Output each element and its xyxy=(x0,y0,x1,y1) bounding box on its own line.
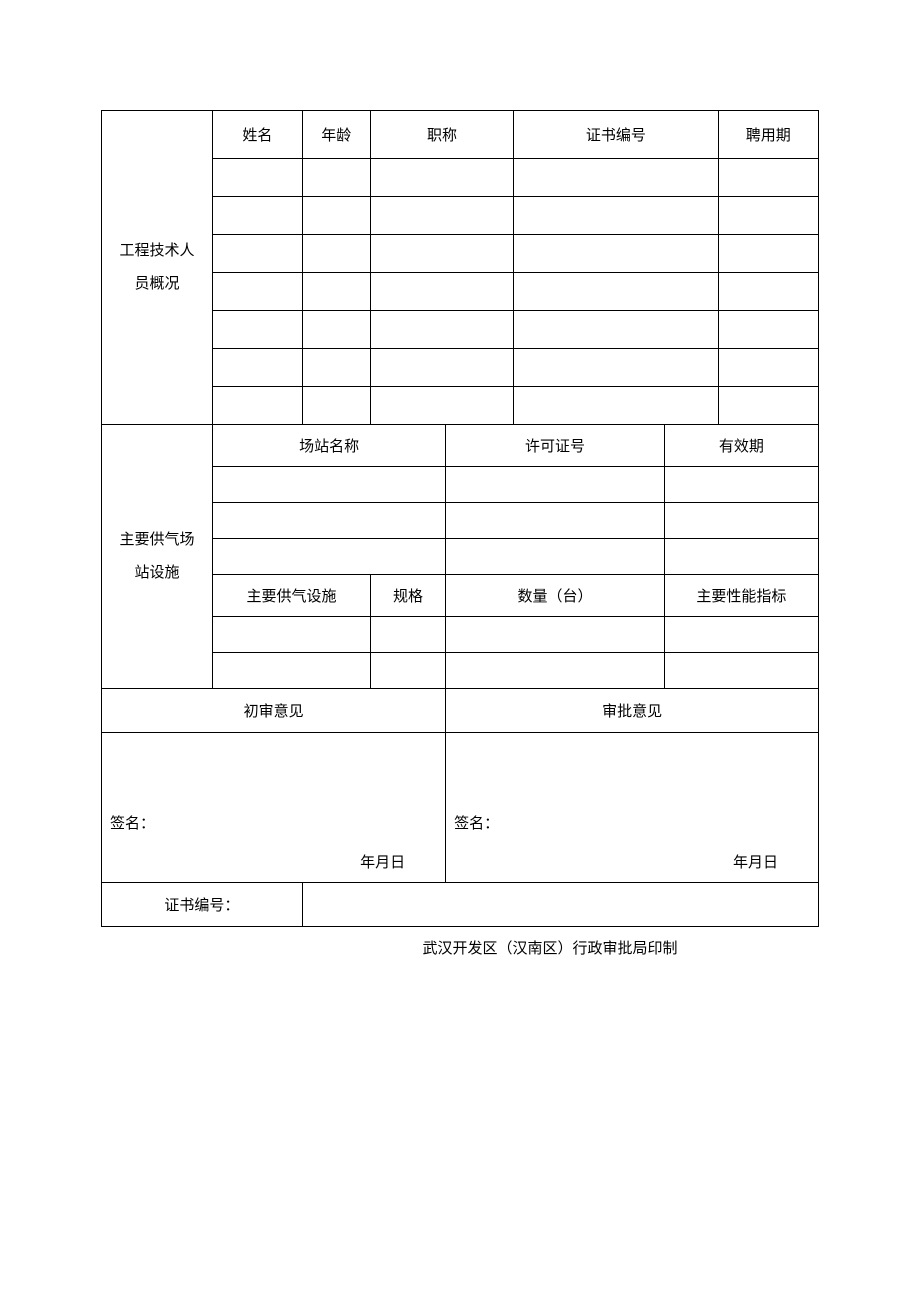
cell[interactable] xyxy=(213,387,303,425)
col-cert: 证书编号 xyxy=(514,111,718,159)
signature-date: 年月日 xyxy=(446,851,818,872)
footer-text: 武汉开发区（汉南区）行政审批局印制 xyxy=(101,937,819,958)
col-validity: 有效期 xyxy=(664,425,818,467)
cell[interactable] xyxy=(302,197,370,235)
cell[interactable] xyxy=(370,235,513,273)
opinion-header-row: 初审意见 审批意见 xyxy=(102,689,819,733)
cell[interactable] xyxy=(213,617,371,653)
cell[interactable] xyxy=(213,349,303,387)
certificate-row: 证书编号： xyxy=(102,883,819,927)
initial-review-signature[interactable]: 签名： 年月日 xyxy=(102,733,446,883)
cell[interactable] xyxy=(514,197,718,235)
col-station-name: 场站名称 xyxy=(213,425,446,467)
section2-label: 主要供气场站设施 xyxy=(102,425,213,689)
col-license: 许可证号 xyxy=(446,425,665,467)
signature-label: 签名： xyxy=(446,812,818,833)
cell[interactable] xyxy=(213,653,371,689)
cell[interactable] xyxy=(718,387,818,425)
form-table: 工程技术人员概况 姓名 年龄 职称 证书编号 聘用期 xyxy=(101,110,819,927)
cell[interactable] xyxy=(664,503,818,539)
approval-header: 审批意见 xyxy=(446,689,819,733)
cell[interactable] xyxy=(514,349,718,387)
cell[interactable] xyxy=(213,159,303,197)
section1-header-row: 工程技术人员概况 姓名 年龄 职称 证书编号 聘用期 xyxy=(102,111,819,159)
cell[interactable] xyxy=(370,311,513,349)
cell[interactable] xyxy=(718,349,818,387)
cell[interactable] xyxy=(302,349,370,387)
col-term: 聘用期 xyxy=(718,111,818,159)
cell[interactable] xyxy=(664,653,818,689)
cell[interactable] xyxy=(370,653,445,689)
initial-review-header: 初审意见 xyxy=(102,689,446,733)
cell[interactable] xyxy=(514,273,718,311)
cell[interactable] xyxy=(370,387,513,425)
cell[interactable] xyxy=(514,159,718,197)
cell[interactable] xyxy=(213,197,303,235)
cell[interactable] xyxy=(664,539,818,575)
cell[interactable] xyxy=(718,311,818,349)
cell[interactable] xyxy=(213,467,446,503)
cell[interactable] xyxy=(446,503,665,539)
cell[interactable] xyxy=(370,197,513,235)
cell[interactable] xyxy=(213,235,303,273)
cell[interactable] xyxy=(370,349,513,387)
cell[interactable] xyxy=(302,387,370,425)
col-name: 姓名 xyxy=(213,111,303,159)
cell[interactable] xyxy=(664,617,818,653)
cell[interactable] xyxy=(718,273,818,311)
cell[interactable] xyxy=(370,273,513,311)
approval-signature[interactable]: 签名： 年月日 xyxy=(446,733,819,883)
signature-date: 年月日 xyxy=(102,851,445,872)
cell[interactable] xyxy=(718,235,818,273)
signature-label: 签名： xyxy=(102,812,445,833)
col-facility: 主要供气设施 xyxy=(213,575,371,617)
cell[interactable] xyxy=(664,467,818,503)
section1-label: 工程技术人员概况 xyxy=(102,111,213,425)
cell[interactable] xyxy=(446,467,665,503)
signature-row: 签名： 年月日 签名： 年月日 xyxy=(102,733,819,883)
col-qty: 数量（台） xyxy=(446,575,665,617)
cell[interactable] xyxy=(446,617,665,653)
cell[interactable] xyxy=(514,311,718,349)
col-age: 年龄 xyxy=(302,111,370,159)
cell[interactable] xyxy=(446,653,665,689)
cell[interactable] xyxy=(370,617,445,653)
cell[interactable] xyxy=(514,387,718,425)
cell[interactable] xyxy=(718,197,818,235)
cell[interactable] xyxy=(213,311,303,349)
col-spec: 规格 xyxy=(370,575,445,617)
cell[interactable] xyxy=(514,235,718,273)
cell[interactable] xyxy=(446,539,665,575)
section2-upper-header: 主要供气场站设施 场站名称 许可证号 有效期 xyxy=(102,425,819,467)
cell[interactable] xyxy=(302,273,370,311)
certificate-label: 证书编号： xyxy=(102,883,303,927)
cell[interactable] xyxy=(302,235,370,273)
cell[interactable] xyxy=(302,159,370,197)
cell[interactable] xyxy=(370,159,513,197)
certificate-value[interactable] xyxy=(302,883,818,927)
col-perf: 主要性能指标 xyxy=(664,575,818,617)
cell[interactable] xyxy=(213,273,303,311)
cell[interactable] xyxy=(302,311,370,349)
cell[interactable] xyxy=(213,503,446,539)
cell[interactable] xyxy=(718,159,818,197)
col-title: 职称 xyxy=(370,111,513,159)
cell[interactable] xyxy=(213,539,446,575)
